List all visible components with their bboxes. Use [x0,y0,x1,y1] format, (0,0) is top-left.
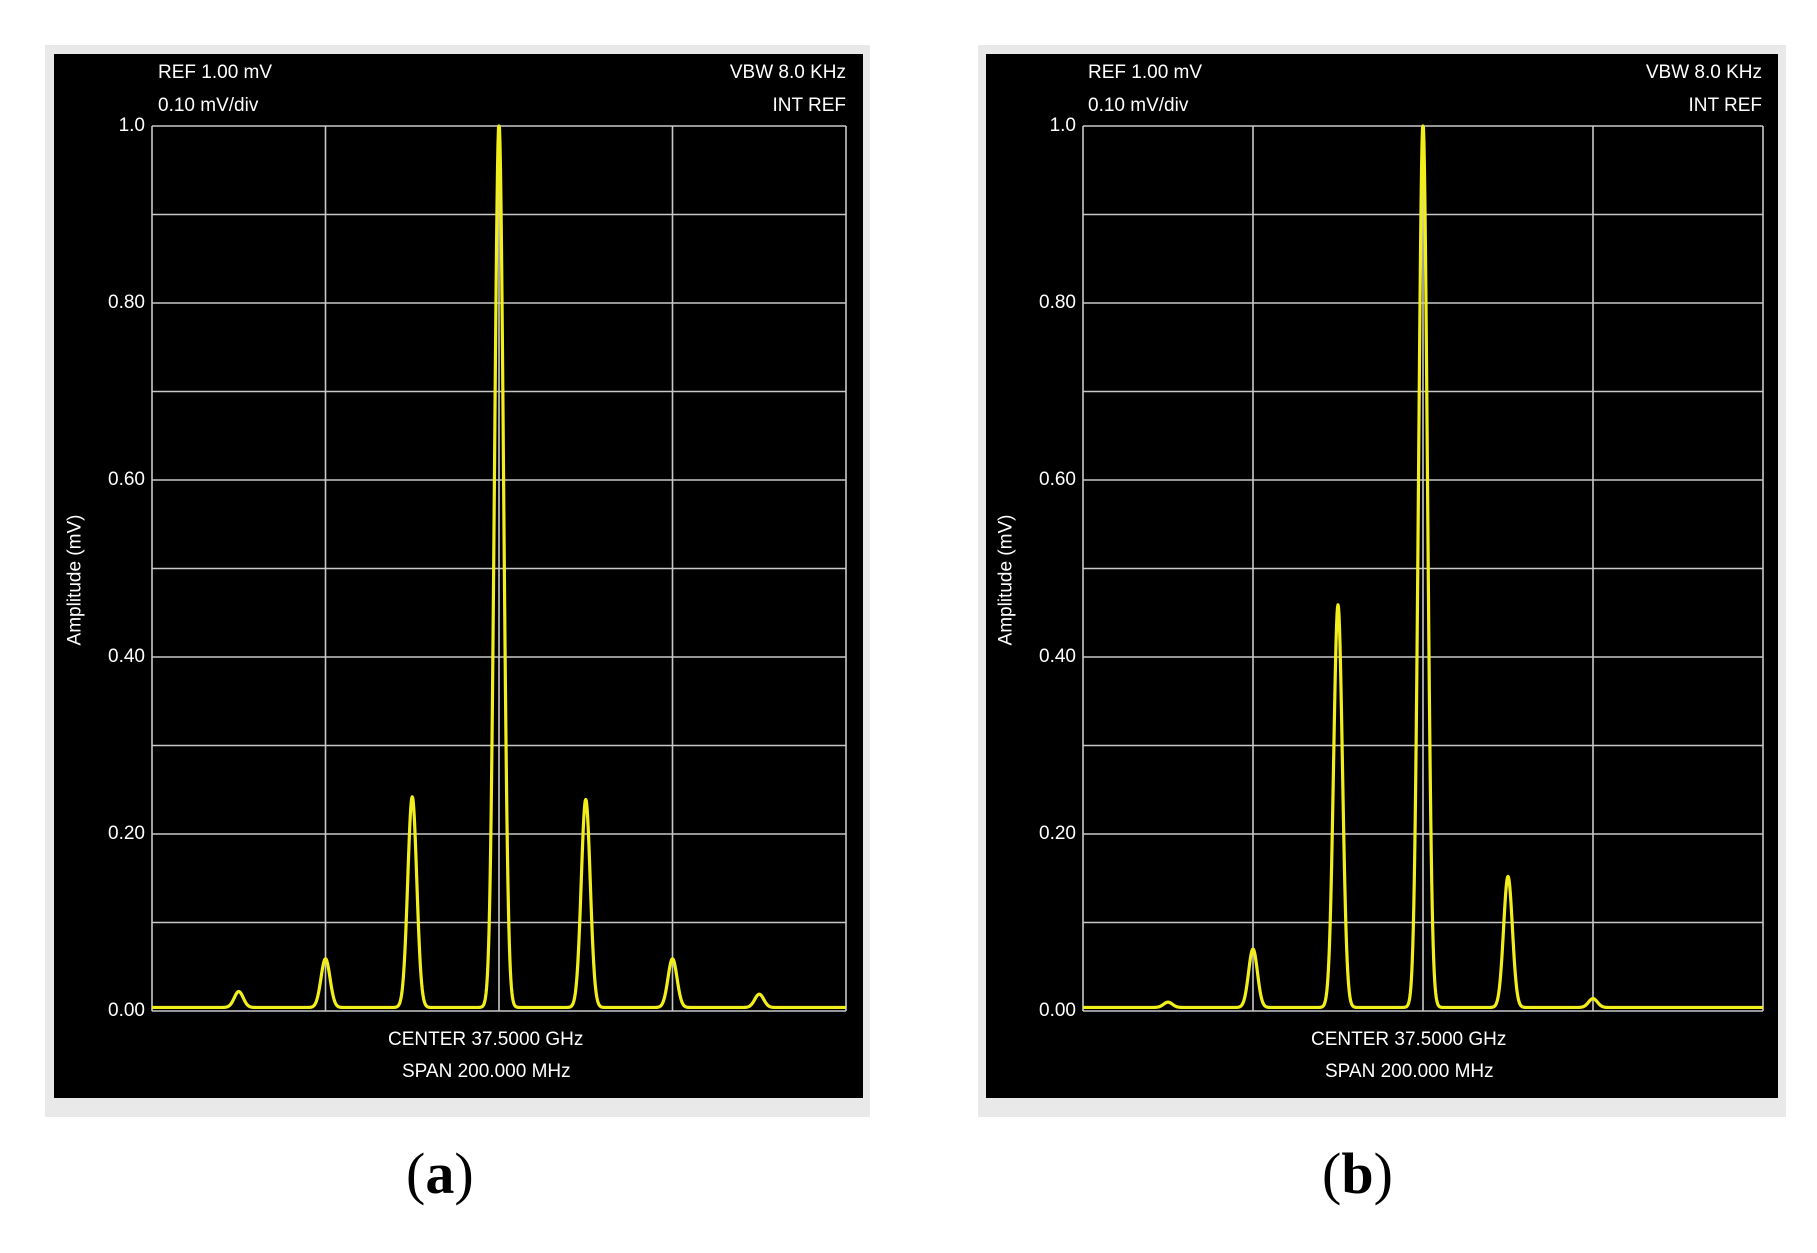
panel-a-grid [151,125,847,1012]
panel-b-y-tick-label: 0.80 [1039,292,1076,313]
panel-b-span-label: SPAN 200.000 MHz [1325,1061,1494,1082]
panel-a-center-label: CENTER 37.5000 GHz [388,1029,584,1050]
panel-a-scale-label: 0.10 mV/div [158,95,259,116]
panel-a-screen [54,54,863,1098]
panel-b-scale-label: 0.10 mV/div [1088,95,1189,116]
panel-b-caption: (b) [1322,1141,1393,1206]
panel-a-y-tick-label: 1.0 [118,115,145,136]
panel-b-y-tick-label: 0.60 [1039,469,1076,490]
panel-b-y-tick-label: 0.20 [1039,823,1076,844]
panel-b-y-axis-label: Amplitude (mV) [995,514,1017,646]
panel-b-ref-mode-label: INT REF [1688,95,1762,116]
panel-b-y-tick-label: 0.40 [1039,646,1076,667]
panel-a-y-tick-label: 0.40 [108,646,145,667]
panel-b-y-tick-label: 0.00 [1039,1000,1076,1021]
panel-b-y-tick-label: 1.0 [1049,115,1076,136]
panel-a-ref-label: REF 1.00 mV [158,62,273,83]
panel-a-y-tick-label: 0.80 [108,292,145,313]
panel-a-ref-mode-label: INT REF [772,95,846,116]
panel-b-center-label: CENTER 37.5000 GHz [1311,1029,1507,1050]
panel-b-screen [986,54,1778,1098]
panel-b-vbw-label: VBW 8.0 KHz [1645,62,1762,83]
panel-a-y-tick-label: 0.00 [108,1000,145,1021]
panel-a-y-tick-label: 0.20 [108,823,145,844]
panel-a-caption: (a) [406,1141,474,1206]
panel-a-y-tick-label: 0.60 [108,469,145,490]
panel-b-ref-label: REF 1.00 mV [1088,62,1203,83]
panel-a-span-label: SPAN 200.000 MHz [402,1061,571,1082]
panel-b-grid [1082,125,1764,1012]
panel-a-vbw-label: VBW 8.0 KHz [729,62,846,83]
